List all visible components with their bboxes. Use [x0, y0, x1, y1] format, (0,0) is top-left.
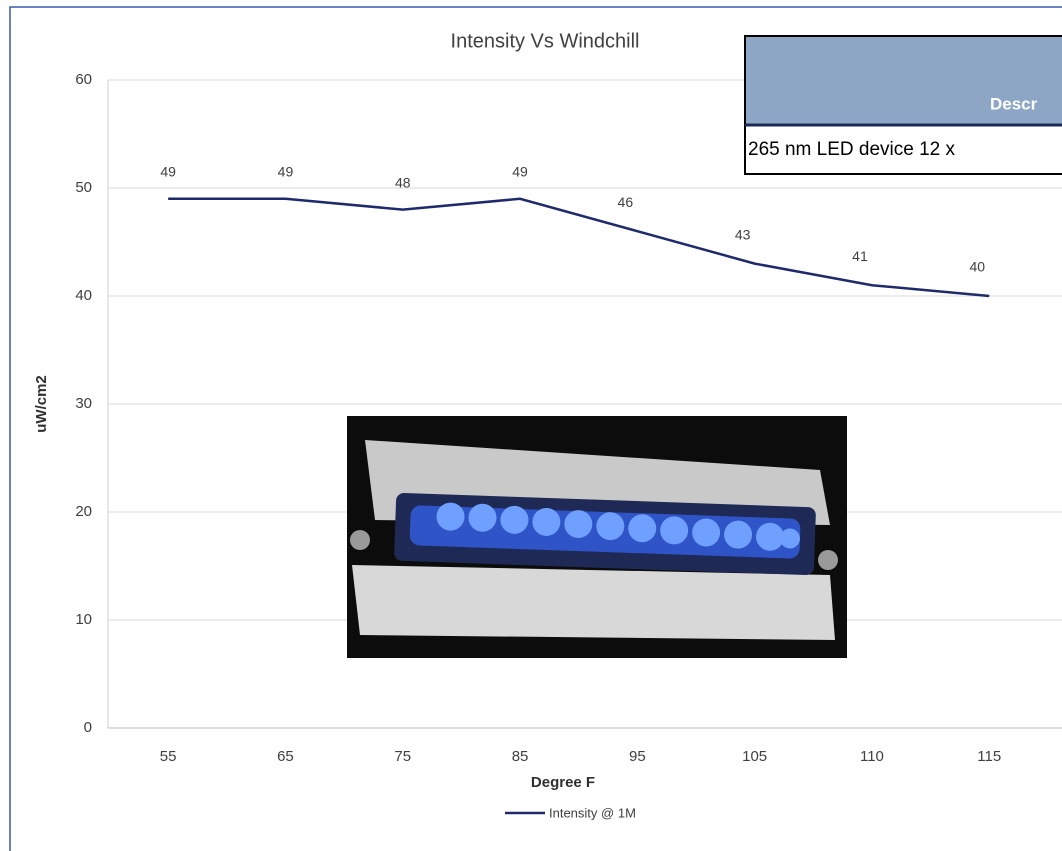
x-tick-label: 95 [629, 748, 646, 765]
data-label: 40 [969, 259, 985, 275]
data-label: 46 [618, 194, 634, 210]
chart-title: Intensity Vs Windchill [451, 30, 640, 52]
series-line [168, 197, 990, 298]
x-tick-label: 110 [860, 748, 884, 765]
data-label: 49 [160, 164, 176, 180]
table-header: Descr [990, 94, 1038, 113]
x-tick-label: 55 [160, 748, 177, 765]
data-label: 49 [278, 164, 294, 180]
x-tick-label: 105 [742, 748, 767, 765]
x-axis-title: Degree F [531, 774, 595, 791]
y-tick-label: 30 [75, 395, 92, 412]
data-label: 48 [395, 174, 411, 190]
data-label: 49 [512, 164, 528, 180]
table: Descr 265 nm LED device 12 x [744, 35, 1062, 175]
y-tick-label: 20 [75, 503, 92, 520]
x-tick-label: 65 [277, 748, 294, 765]
y-axis-title: uW/cm2 [33, 375, 50, 433]
y-tick-label: 0 [84, 719, 92, 736]
y-tick-label: 60 [75, 71, 92, 88]
legend-label: Intensity @ 1M [549, 805, 636, 820]
x-tick-label: 115 [977, 748, 1001, 765]
table-cell: 265 nm LED device 12 x [748, 139, 956, 160]
x-tick-label: 85 [512, 748, 529, 765]
photo [347, 416, 847, 658]
data-label: 41 [852, 248, 868, 264]
data-label: 43 [735, 226, 751, 242]
y-tick-label: 10 [75, 611, 92, 628]
y-tick-label: 40 [75, 287, 92, 304]
x-tick-label: 75 [394, 748, 411, 765]
y-tick-label: 50 [75, 179, 92, 196]
